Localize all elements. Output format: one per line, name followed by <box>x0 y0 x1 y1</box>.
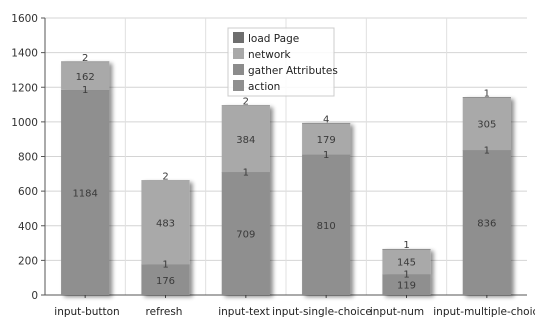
bar-stack <box>302 122 351 295</box>
legend-label: action <box>248 81 280 93</box>
data-label-action: 1184 <box>72 189 97 200</box>
bar-segment-network <box>302 123 351 155</box>
data-label-network: 483 <box>156 219 175 230</box>
y-tick-label: 1200 <box>11 82 38 94</box>
bars <box>61 61 511 296</box>
data-label-gather-attributes: 1 <box>82 85 88 96</box>
y-tick-label: 200 <box>18 255 38 267</box>
legend-swatch <box>233 80 244 91</box>
bar-segment-network <box>462 97 511 151</box>
data-label-network: 162 <box>76 72 95 83</box>
y-tick-label: 600 <box>18 186 38 198</box>
bar-segment-top <box>221 105 270 106</box>
y-tick-label: 0 <box>31 290 38 302</box>
bar-segment-action <box>141 264 190 295</box>
bar-stack <box>221 105 270 295</box>
data-label-gather-attributes: 1 <box>403 269 409 280</box>
data-label-action: 119 <box>397 281 416 292</box>
data-label-top: 1 <box>484 88 490 99</box>
data-label-network: 305 <box>477 120 496 131</box>
bar-segment-network <box>61 61 110 90</box>
data-labels: 1184116221761483270913842810117941191145… <box>72 53 496 292</box>
data-label-action: 836 <box>477 219 496 230</box>
data-label-action: 810 <box>317 221 336 232</box>
data-label-top: 1 <box>403 240 409 251</box>
y-tick-label: 400 <box>18 221 38 233</box>
legend-box <box>227 27 335 97</box>
x-tick-label: input-button <box>54 306 119 318</box>
data-label-gather-attributes: 1 <box>323 150 329 161</box>
bar-segment-gather-attributes <box>382 274 431 275</box>
data-label-action: 176 <box>156 276 175 287</box>
bar-segment-network <box>141 180 190 265</box>
bar-segment-top <box>61 61 110 63</box>
bar-stack <box>61 61 110 296</box>
bar-stack <box>462 97 511 295</box>
data-label-network: 384 <box>236 135 255 146</box>
data-label-top: 2 <box>243 97 249 108</box>
bar-segment-gather-attributes <box>61 89 110 91</box>
data-label-top: 2 <box>162 172 168 183</box>
y-tick-label: 1600 <box>11 13 38 25</box>
x-tick-label: input-multiple-choice <box>433 306 535 318</box>
data-label-gather-attributes: 1 <box>162 260 168 271</box>
x-tick-label: input-num <box>370 306 424 318</box>
bar-segment-top <box>141 180 190 181</box>
data-label-network: 179 <box>317 135 336 146</box>
bar-segment-action <box>61 90 110 296</box>
x-tick-label: input-text <box>218 306 270 318</box>
bar-segment-action <box>462 150 511 295</box>
bar-segment-gather-attributes <box>302 154 351 156</box>
axes: 0 200 400 600 800 1000 1200 1400 1600 input-butto… <box>11 13 535 318</box>
legend-swatch <box>233 32 244 43</box>
bar-segment-top <box>382 248 431 250</box>
data-label-gather-attributes: 1 <box>484 145 490 156</box>
bar-stack <box>382 248 431 295</box>
legend-label: network <box>248 49 292 61</box>
data-label-gather-attributes: 1 <box>243 167 249 178</box>
x-tick-label: input-single-choice <box>272 306 372 318</box>
data-label-top: 2 <box>82 53 88 64</box>
bar-segment-action <box>221 172 270 295</box>
bar-segment-top <box>302 122 351 124</box>
bar-segment-top <box>462 97 511 98</box>
y-tick-label: 800 <box>18 152 38 164</box>
legend: load Page network gather Attributes action <box>227 27 338 97</box>
data-label-network: 145 <box>397 258 416 269</box>
bar-segment-gather-attributes <box>462 150 511 151</box>
data-label-top: 4 <box>323 115 329 126</box>
bar-stack <box>141 180 190 295</box>
data-label-action: 709 <box>236 230 255 241</box>
bar-segment-network <box>382 249 431 275</box>
bar-segment-action <box>302 154 351 295</box>
y-tick-label: 1000 <box>11 117 38 129</box>
bar-segment-gather-attributes <box>221 172 270 173</box>
legend-label: gather Attributes <box>248 65 338 77</box>
legend-swatch <box>233 48 244 59</box>
y-tick-label: 1400 <box>11 48 38 60</box>
legend-swatch <box>233 64 244 75</box>
bar-segment-network <box>221 105 270 173</box>
legend-label: load Page <box>248 33 299 45</box>
x-tick-label: refresh <box>146 306 183 318</box>
bar-segment-gather-attributes <box>141 264 190 265</box>
bar-segment-action <box>382 274 431 295</box>
